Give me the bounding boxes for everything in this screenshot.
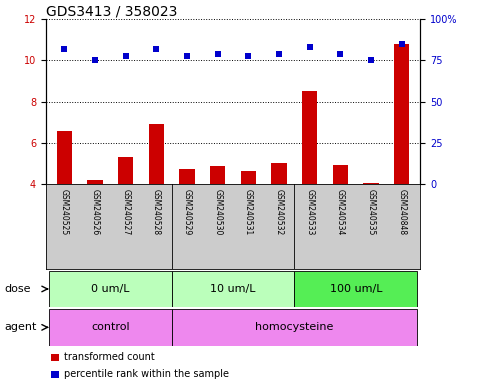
Text: GSM240527: GSM240527 (121, 189, 130, 235)
Text: GSM240525: GSM240525 (60, 189, 69, 235)
Bar (295, 271, 417, 307)
Bar (87, 180, 103, 184)
Text: GDS3413 / 358023: GDS3413 / 358023 (46, 4, 177, 18)
Bar (241, 171, 256, 184)
Text: GSM240532: GSM240532 (274, 189, 284, 235)
Bar (271, 163, 287, 184)
Bar (149, 124, 164, 184)
Text: GSM240531: GSM240531 (244, 189, 253, 235)
Point (153, 46, 160, 52)
Text: GSM240848: GSM240848 (398, 189, 406, 235)
Bar (171, 271, 295, 307)
Bar (363, 183, 379, 184)
Text: homocysteine: homocysteine (255, 322, 334, 333)
Text: dose: dose (5, 284, 31, 294)
Bar (57, 131, 72, 184)
Text: 10 um/L: 10 um/L (210, 284, 256, 294)
Text: percentile rank within the sample: percentile rank within the sample (64, 369, 229, 379)
Text: GSM240534: GSM240534 (336, 189, 345, 235)
Point (337, 51, 344, 57)
Bar (394, 44, 410, 184)
Point (398, 41, 406, 47)
Point (183, 53, 191, 59)
Text: transformed count: transformed count (64, 352, 155, 362)
Point (275, 51, 283, 57)
Point (91, 58, 99, 64)
Text: GSM240528: GSM240528 (152, 189, 161, 235)
Text: 0 um/L: 0 um/L (91, 284, 129, 294)
Text: GSM240530: GSM240530 (213, 189, 222, 235)
Text: GSM240535: GSM240535 (367, 189, 376, 235)
Point (60, 46, 68, 52)
Text: agent: agent (5, 322, 37, 333)
Bar (179, 169, 195, 184)
Point (122, 53, 129, 59)
Bar (118, 157, 133, 184)
Bar (302, 91, 317, 184)
Text: GSM240533: GSM240533 (305, 189, 314, 235)
Point (367, 58, 375, 64)
Bar (333, 165, 348, 184)
Text: GSM240526: GSM240526 (90, 189, 99, 235)
Point (244, 53, 252, 59)
Text: GSM240529: GSM240529 (183, 189, 192, 235)
Bar (210, 166, 226, 184)
Bar (49, 309, 171, 346)
Bar (49, 271, 171, 307)
Text: 100 um/L: 100 um/L (329, 284, 382, 294)
Text: control: control (91, 322, 129, 333)
Point (306, 44, 313, 50)
Bar (171, 309, 417, 346)
Point (214, 51, 222, 57)
